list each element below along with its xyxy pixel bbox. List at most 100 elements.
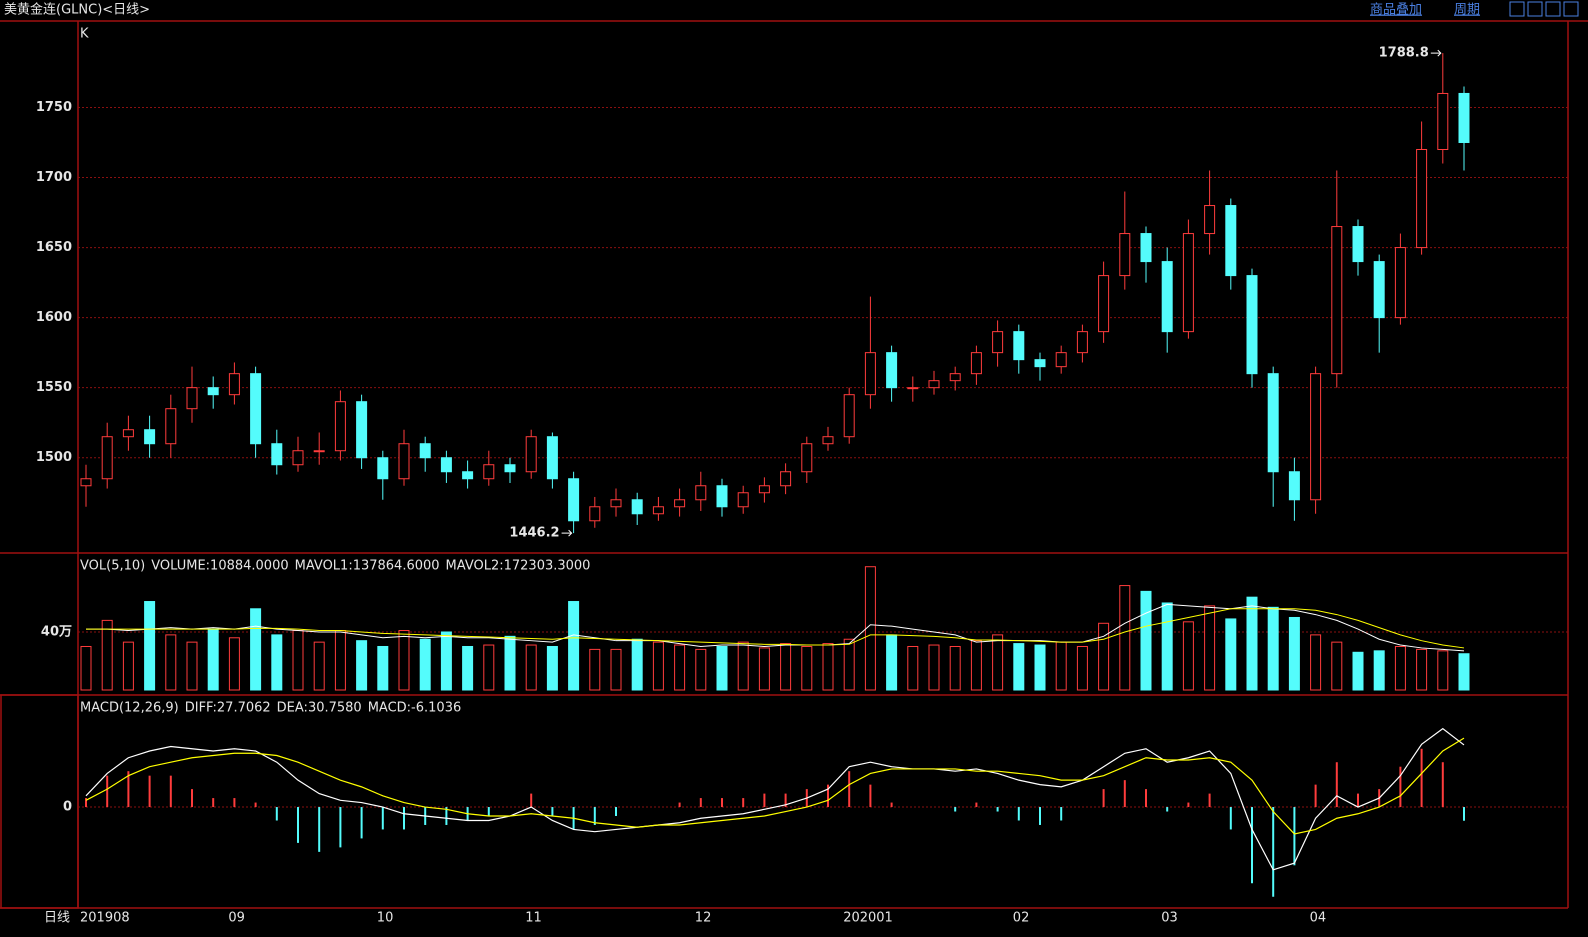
volume-bar — [250, 608, 262, 691]
period-link[interactable]: 周期 — [1454, 3, 1480, 18]
volume-bar — [504, 635, 516, 691]
candle-body — [992, 331, 1004, 354]
overlay-link[interactable]: 商品叠加 — [1370, 3, 1422, 18]
candle-body — [843, 394, 855, 438]
indicator-value: VOLUME:10884.0000 — [151, 559, 288, 574]
candle-body — [1416, 148, 1428, 249]
candle-body — [1182, 233, 1194, 333]
volume-bar — [334, 630, 346, 691]
y-tick-label: 1500 — [36, 450, 72, 465]
candle-body — [228, 373, 240, 396]
macd-title: MACD(12,26,9) — [80, 701, 179, 716]
volume-bar — [1437, 650, 1449, 691]
x-tick-label: 04 — [1310, 911, 1327, 926]
volume-bar — [949, 645, 961, 691]
x-tick-label: 03 — [1161, 911, 1178, 926]
volume-bar — [886, 634, 898, 691]
candle-body — [377, 457, 389, 480]
volume-bar — [80, 645, 92, 691]
volume-bar — [377, 645, 389, 691]
y-tick-label: 1700 — [36, 170, 72, 185]
candle-body — [1204, 205, 1216, 235]
x-tick-label: 09 — [228, 911, 245, 926]
candle-body — [631, 499, 643, 515]
candle-body — [398, 443, 410, 480]
candle-body — [1140, 233, 1152, 263]
extreme-label: 1446.2 — [509, 526, 559, 541]
volume-bar — [186, 641, 198, 691]
panel-frame — [0, 20, 1588, 909]
candle-body — [504, 464, 516, 473]
candle-body — [1437, 92, 1449, 150]
volume-bar — [1119, 585, 1131, 691]
volume-bar — [864, 566, 876, 691]
candle-body — [1098, 275, 1110, 333]
candle-body — [144, 429, 156, 445]
indicator-value: MAVOL1:137864.6000 — [295, 559, 440, 574]
y-tick-label: 1750 — [36, 100, 72, 115]
x-tick-label: 02 — [1013, 911, 1030, 926]
candle-body — [440, 457, 452, 473]
candle-body — [101, 436, 113, 480]
candle-body — [822, 436, 834, 445]
volume-bar — [1034, 644, 1046, 691]
volume-bar — [165, 634, 177, 691]
volume-bar — [398, 630, 410, 691]
volume-bar — [292, 630, 304, 691]
candle-body — [1055, 352, 1067, 368]
panel-label: K — [80, 27, 89, 42]
nav-buttons[interactable] — [1509, 1, 1579, 17]
volume-bar — [228, 637, 240, 691]
volume-bar — [1013, 643, 1025, 691]
volume-bar — [1161, 602, 1173, 691]
extreme-arrowhead — [1437, 49, 1442, 57]
candle-body — [695, 485, 707, 501]
y-tick-label: 1550 — [36, 380, 72, 395]
volume-bar — [758, 647, 770, 691]
volume-bar — [440, 631, 452, 691]
volume-bar — [207, 628, 219, 691]
volume-bar — [970, 640, 982, 691]
candle-body — [313, 450, 325, 453]
volume-bar — [1331, 641, 1343, 691]
extreme-arrowhead — [568, 529, 573, 537]
extreme-label: 1788.8 — [1379, 46, 1429, 61]
volume-bar — [695, 648, 707, 691]
volume-bar — [928, 644, 940, 691]
candle-body — [674, 499, 686, 508]
candle-body — [1310, 373, 1322, 501]
candle-body — [419, 443, 431, 459]
volume-bar — [462, 645, 474, 691]
candle-body — [483, 464, 495, 480]
indicator-value: DIFF:27.7062 — [185, 701, 271, 716]
volume-bar — [652, 641, 664, 691]
volume-bar — [1373, 650, 1385, 691]
x-tick-label: 201908 — [80, 911, 130, 926]
candle-body — [1246, 275, 1258, 375]
candle-body — [1458, 92, 1470, 143]
volume-bar — [313, 641, 325, 691]
candle-body — [165, 408, 177, 445]
volume-bar — [610, 648, 622, 691]
candle-body — [186, 387, 198, 410]
candle-body — [949, 373, 961, 382]
candle-body — [462, 471, 474, 480]
candle-body — [907, 387, 919, 390]
dea-line — [85, 737, 1465, 835]
candle-body — [1394, 247, 1406, 319]
window-title: 美黄金连(GLNC)<日线> — [4, 2, 150, 18]
x-tick-label: 11 — [525, 911, 542, 926]
candle-body — [1161, 261, 1173, 333]
volume-bar — [483, 644, 495, 691]
candle-body — [250, 373, 262, 445]
candle-body — [970, 352, 982, 375]
indicator-value: MAVOL2:172303.3000 — [446, 559, 591, 574]
volume-bar — [1140, 590, 1152, 691]
volume-bar — [801, 645, 813, 691]
candle-body — [886, 352, 898, 389]
volume-bar — [419, 638, 431, 691]
volume-bar — [568, 601, 580, 691]
candle-body — [1225, 205, 1237, 277]
candle-body — [292, 450, 304, 466]
